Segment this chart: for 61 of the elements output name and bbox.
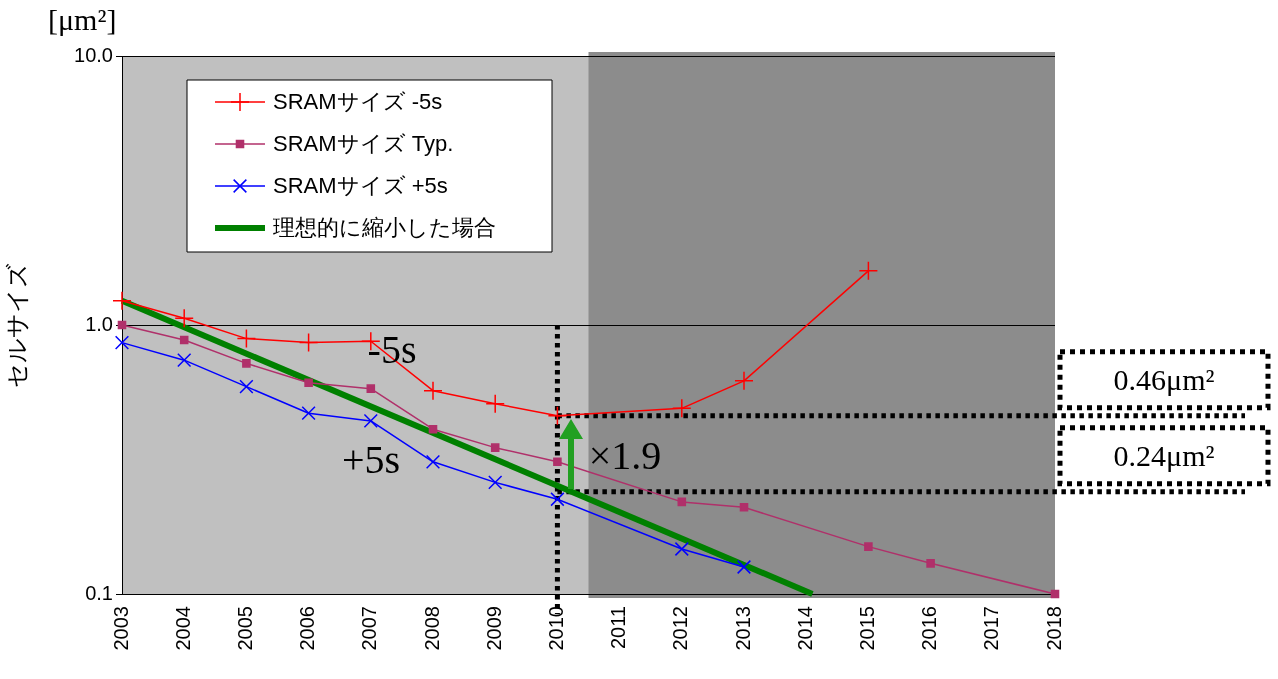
x-tick-label: 2018 [1042,606,1065,651]
ref-line-label: 0.24μm² [1113,438,1215,472]
point [864,542,873,551]
x-tick-label: 2017 [980,606,1003,651]
point [550,492,565,507]
point [428,424,438,434]
point [363,413,378,429]
x-tick-label: 2008 [420,606,443,651]
point [736,559,752,575]
x-tick-label: 2003 [109,606,132,651]
legend-label: SRAMサイズ -5s [273,89,443,115]
point [488,475,503,490]
x-tick-label: 2009 [482,606,505,651]
legend-label: 理想的に縮小した場合 [273,215,496,241]
x-tick-label: 2005 [233,606,256,651]
point [239,379,254,394]
point [236,328,257,349]
y-axis-title: セルサイズ [3,262,31,388]
x-tick-label: 2011 [607,606,630,650]
y-tick-label: 10.0 [74,43,113,66]
point [366,384,376,393]
x-tick-label: 2010 [544,606,567,651]
point [490,443,500,452]
x-tick-label: 2015 [855,606,878,651]
x-tick-label: 2007 [358,606,381,651]
x-tick-label: 2006 [296,606,319,651]
x-tick-label: 2016 [918,606,941,651]
point [112,291,132,311]
point [242,359,251,368]
annotation: +5s [341,436,401,482]
y-tick-label: 0.1 [85,581,113,604]
legend-label: SRAMサイズ Typ. [273,131,454,157]
point [672,398,692,419]
point [1050,589,1060,599]
point [485,393,505,414]
x-tick-label: 2014 [793,606,816,651]
annotation: ×1.9 [588,432,662,478]
point [425,454,441,469]
point [304,378,313,388]
point [174,308,194,328]
point [734,371,754,391]
legend-label: SRAMサイズ +5s [273,173,448,199]
x-tick-label: 2013 [731,606,754,651]
point [298,332,319,353]
point [858,261,879,281]
y-tick-label: 1.0 [85,312,113,335]
point [114,335,130,350]
x-tick-label: 2004 [171,606,194,651]
point [677,497,687,507]
ref-line-label: 0.46μm² [1113,362,1215,396]
point [177,353,192,368]
point [547,405,568,426]
point [926,559,935,568]
point [301,406,316,421]
point [179,335,189,345]
point [739,503,749,512]
point [423,380,443,401]
text: [μm²] [48,2,117,36]
x-tick-label: 2012 [669,606,692,651]
point [553,457,562,467]
point [674,541,689,557]
